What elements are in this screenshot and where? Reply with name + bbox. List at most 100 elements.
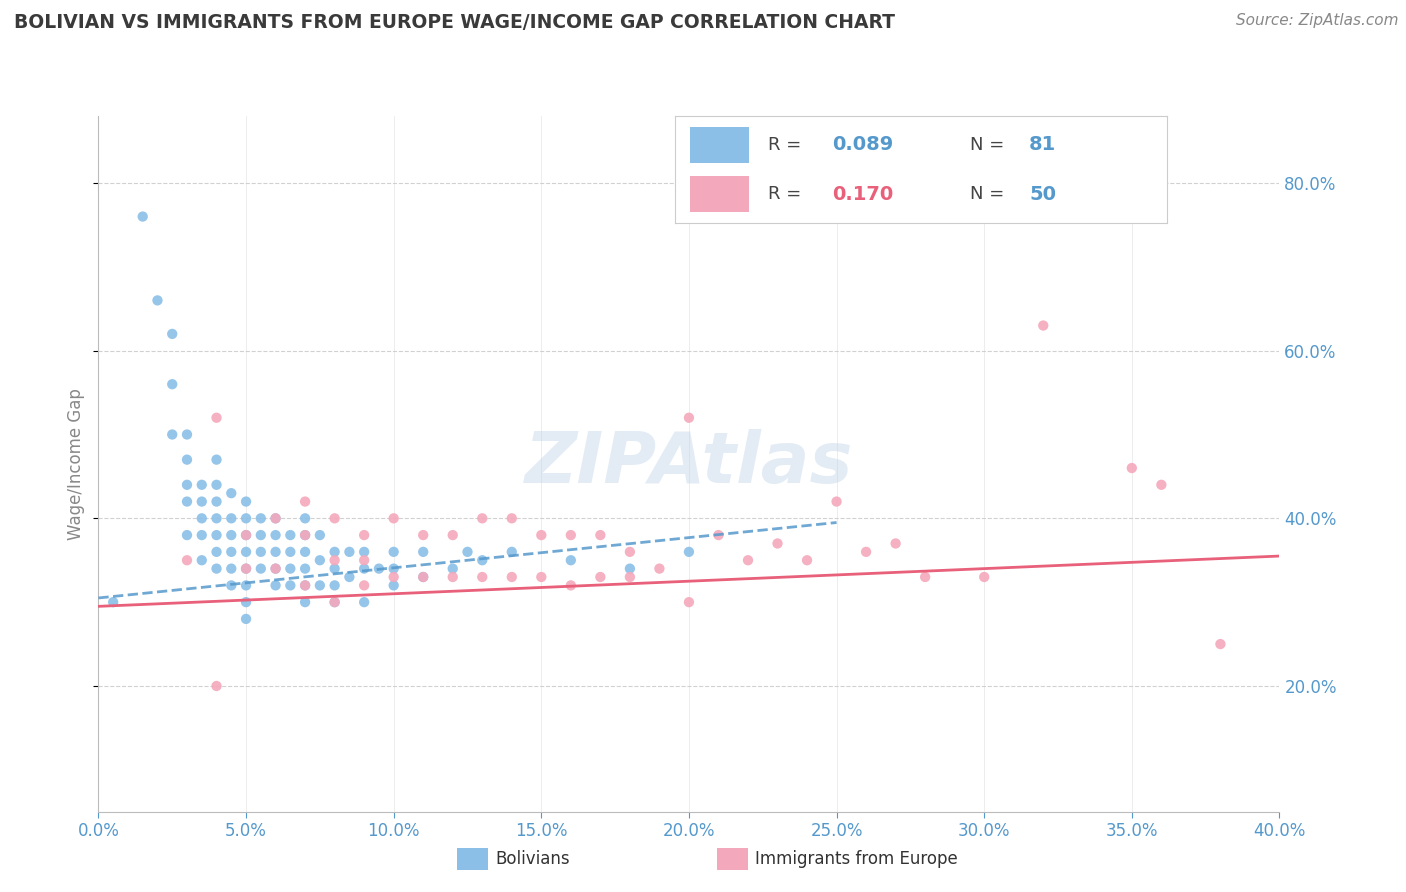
Point <box>235 595 257 609</box>
Text: N =: N = <box>970 136 1004 153</box>
Point <box>235 612 257 626</box>
Point <box>219 561 242 575</box>
Point <box>353 578 375 592</box>
Point <box>294 528 316 542</box>
Point <box>294 578 316 592</box>
Point <box>162 377 183 392</box>
Point <box>471 570 494 584</box>
Point <box>309 553 332 567</box>
Point <box>264 578 287 592</box>
Point <box>205 561 228 575</box>
Point <box>205 477 228 491</box>
Point <box>235 561 257 575</box>
Point <box>323 553 346 567</box>
Point <box>825 494 848 508</box>
Point <box>278 545 302 559</box>
Point <box>162 427 183 442</box>
Point <box>678 410 700 425</box>
Point <box>323 578 346 592</box>
Point <box>678 595 700 609</box>
Point <box>353 595 375 609</box>
Point <box>132 210 155 224</box>
Point <box>353 561 375 575</box>
Point <box>560 528 582 542</box>
Point <box>353 553 375 567</box>
Text: ZIPAtlas: ZIPAtlas <box>524 429 853 499</box>
Point <box>412 570 434 584</box>
Text: Bolivians: Bolivians <box>495 850 569 868</box>
Point <box>737 553 759 567</box>
Point <box>456 545 478 559</box>
Point <box>264 511 287 525</box>
Text: 0.089: 0.089 <box>832 136 894 154</box>
Point <box>294 561 316 575</box>
Point <box>619 545 641 559</box>
Point <box>560 553 582 567</box>
Point <box>294 511 316 525</box>
Point <box>250 561 273 575</box>
Point <box>323 561 346 575</box>
Point <box>235 528 257 542</box>
Point <box>219 486 242 500</box>
Point <box>205 452 228 467</box>
Point <box>678 545 700 559</box>
Point <box>589 528 612 542</box>
Point <box>382 570 405 584</box>
Point <box>294 595 316 609</box>
Text: Immigrants from Europe: Immigrants from Europe <box>755 850 957 868</box>
Point <box>323 545 346 559</box>
Point <box>191 494 214 508</box>
Point <box>441 561 464 575</box>
Point <box>176 427 198 442</box>
Point <box>648 561 671 575</box>
Point <box>766 536 789 550</box>
Point <box>309 578 332 592</box>
Text: N =: N = <box>970 186 1004 203</box>
Point <box>1121 461 1143 475</box>
Point <box>278 528 302 542</box>
Point <box>560 578 582 592</box>
Point <box>250 545 273 559</box>
Point <box>235 561 257 575</box>
Point <box>264 545 287 559</box>
Point <box>619 570 641 584</box>
Point <box>368 561 391 575</box>
Point <box>501 570 523 584</box>
Point <box>176 452 198 467</box>
Point <box>205 410 228 425</box>
Point <box>205 528 228 542</box>
Point <box>278 578 302 592</box>
Point <box>235 494 257 508</box>
Point <box>219 578 242 592</box>
Point <box>278 561 302 575</box>
Point <box>382 545 405 559</box>
Point <box>501 511 523 525</box>
Text: Source: ZipAtlas.com: Source: ZipAtlas.com <box>1236 13 1399 29</box>
Point <box>619 561 641 575</box>
Point <box>264 561 287 575</box>
Text: BOLIVIAN VS IMMIGRANTS FROM EUROPE WAGE/INCOME GAP CORRELATION CHART: BOLIVIAN VS IMMIGRANTS FROM EUROPE WAGE/… <box>14 13 896 32</box>
Point <box>412 545 434 559</box>
Point <box>441 528 464 542</box>
Point <box>471 511 494 525</box>
Point <box>353 545 375 559</box>
Point <box>412 528 434 542</box>
Point <box>294 545 316 559</box>
Point <box>973 570 995 584</box>
Point <box>884 536 907 550</box>
Point <box>235 528 257 542</box>
Point <box>235 511 257 525</box>
Point <box>176 528 198 542</box>
Point <box>294 494 316 508</box>
Point <box>191 477 214 491</box>
Point <box>441 570 464 584</box>
FancyBboxPatch shape <box>690 176 748 212</box>
Text: 50: 50 <box>1029 185 1056 203</box>
Point <box>146 293 169 308</box>
Point <box>176 494 198 508</box>
FancyBboxPatch shape <box>690 127 748 163</box>
Point <box>191 553 214 567</box>
Point <box>191 511 214 525</box>
Point <box>382 578 405 592</box>
Point <box>309 528 332 542</box>
